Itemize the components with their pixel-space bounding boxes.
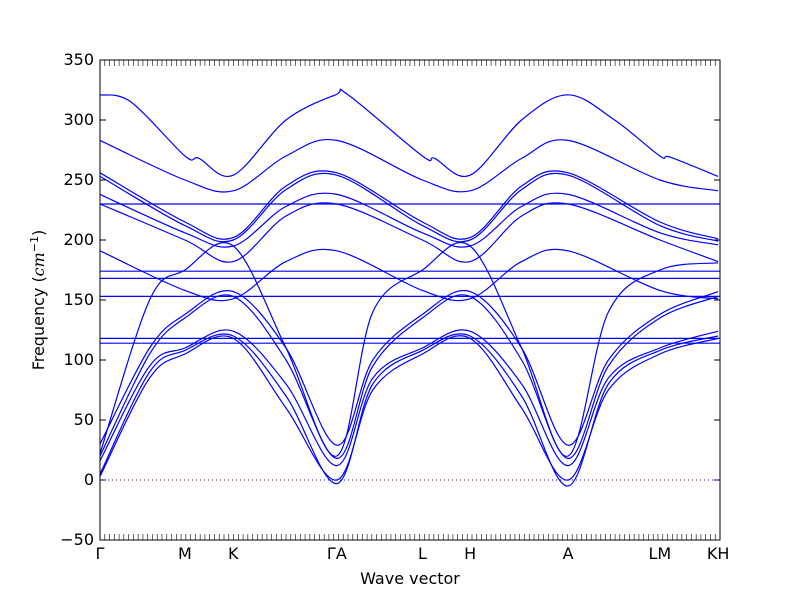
phonon-branch-3 xyxy=(99,170,719,240)
y-tick-label: 300 xyxy=(63,110,94,129)
plot-frame xyxy=(99,59,721,541)
y-tick-labels: −50 0 50 100 150 200 250 300 350 xyxy=(60,50,94,549)
x-tick-label: K xyxy=(228,544,239,563)
phonon-branch-16 xyxy=(99,329,719,467)
phonon-branch-5 xyxy=(99,192,719,248)
phonon-branch-1 xyxy=(99,88,719,178)
x-tick-label: M xyxy=(178,544,192,563)
y-tick-label: 100 xyxy=(63,350,94,369)
x-tick-label: ΓA xyxy=(327,544,347,563)
phonon-branch-14 xyxy=(99,289,719,446)
y-axis-label-unit: cm xyxy=(29,252,48,276)
phonon-branch-6 xyxy=(99,202,719,263)
y-tick-label: 250 xyxy=(63,170,94,189)
phonon-branch-2 xyxy=(99,138,719,193)
phonon-branch-17 xyxy=(99,333,719,487)
y-tick-label: 0 xyxy=(84,470,94,489)
phonon-branch-18 xyxy=(99,335,719,481)
y-axis-label: Frequency (cm−1) xyxy=(28,230,48,371)
y-tick-label: −50 xyxy=(60,530,94,549)
x-tick-labels: Γ M K ΓA L H A LM KH xyxy=(96,544,730,563)
x-tick-label: Γ xyxy=(96,544,105,563)
phonon-branch-15 xyxy=(99,294,719,460)
x-tick-label: LM xyxy=(649,544,672,563)
x-tick-label: L xyxy=(418,544,427,563)
y-axis-label-exp: −1 xyxy=(28,236,41,252)
phonon-branch-4 xyxy=(99,172,719,243)
y-tick-label: 350 xyxy=(63,50,94,69)
phonon-branch-8 xyxy=(99,248,719,302)
phonon-branch-19 xyxy=(99,241,719,457)
y-tick-label: 50 xyxy=(74,410,94,429)
plot-area xyxy=(99,88,720,487)
x-axis-label: Wave vector xyxy=(360,569,460,588)
y-axis-label-text: Frequency ( xyxy=(29,276,48,370)
y-tick-label: 200 xyxy=(63,230,94,249)
y-axis-label-close: ) xyxy=(29,230,48,236)
y-tick-label: 150 xyxy=(63,290,94,309)
x-tick-label: H xyxy=(464,544,476,563)
x-tick-label: A xyxy=(563,544,574,563)
x-tick-label: KH xyxy=(707,544,730,563)
tick-layer xyxy=(99,59,721,541)
